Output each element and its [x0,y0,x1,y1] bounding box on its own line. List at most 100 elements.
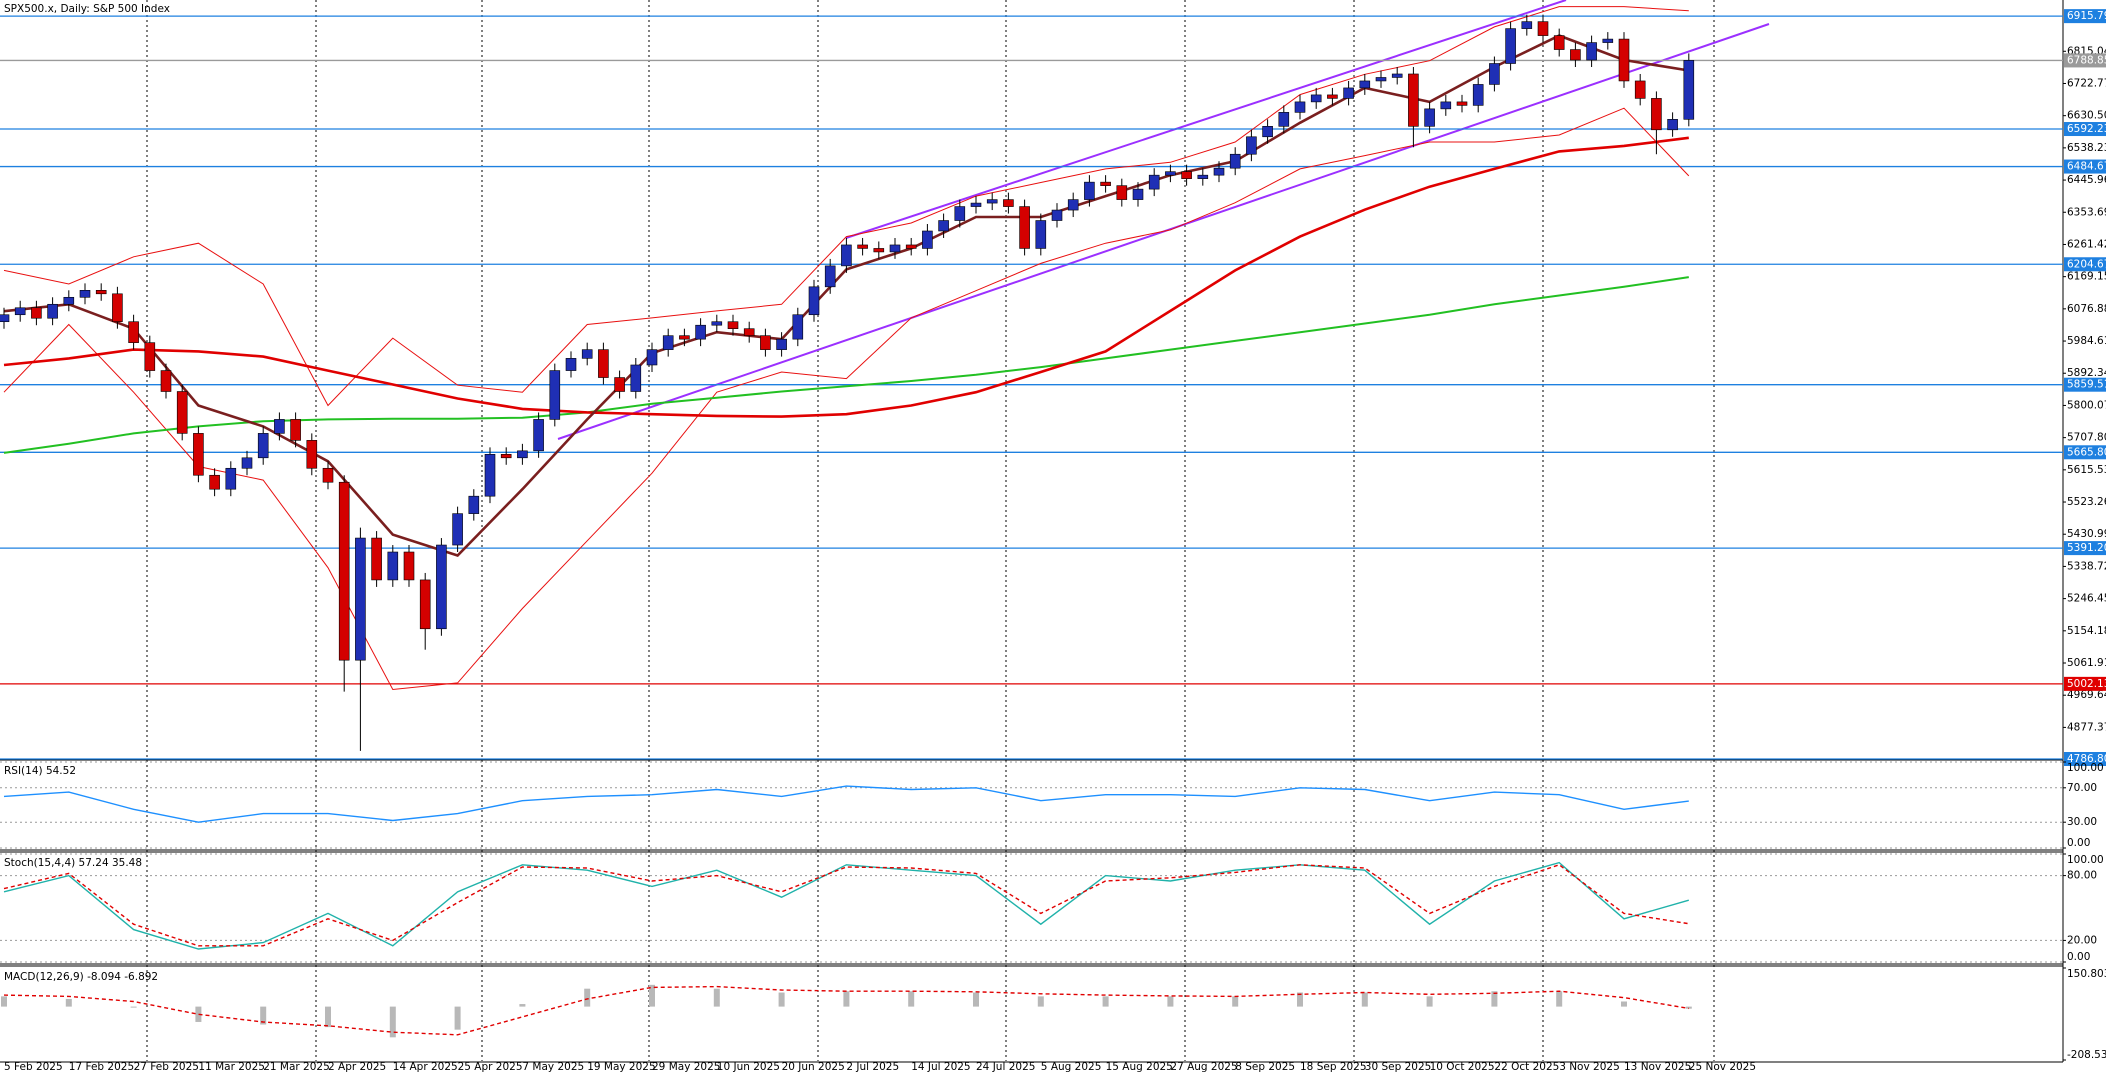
macd-bar [130,1006,137,1008]
price-level-box [2064,541,2106,556]
price-level-label: 5391.20 [2067,542,2106,554]
y-tick-label: 5892.34 [2067,367,2106,379]
candle-body [1051,209,1063,221]
macd-bar [260,1006,267,1025]
price-level-box [2064,377,2106,392]
candle-body [1165,171,1176,176]
candle-body [873,248,885,253]
x-tick-label: 7 May 2025 [522,1061,584,1073]
candle-body [922,230,933,249]
candle-body [419,579,431,630]
candle-body [1440,101,1452,110]
candle-body [355,537,366,661]
candle-body [776,338,787,350]
candle-body [1408,73,1419,127]
price-level-label: 6592.23 [2067,123,2106,135]
candle-body [1505,28,1516,64]
price-level-box [2064,445,2106,460]
x-tick-label: 24 Jul 2025 [976,1061,1035,1073]
candle-body [841,244,852,267]
candle-body [31,307,42,319]
candle-body [371,537,382,581]
candle-body [1343,87,1354,99]
candle-body [225,467,237,490]
y-tick-label: 5338.72 [2067,560,2106,572]
candle-body [711,321,723,326]
candle-body [1278,112,1290,127]
candle-body [1327,94,1338,99]
price-level-box [2064,9,2106,24]
candle-body [533,419,544,452]
candle-body [14,307,26,316]
candle-body [695,324,706,340]
x-tick-label: 5 Aug 2025 [1041,1061,1102,1073]
price-level-label: 6484.67 [2067,161,2106,173]
macd-bar [1361,992,1368,1007]
candle-body [1618,38,1630,82]
candle-body [1084,181,1095,200]
candle-body [889,244,901,253]
candle-body [160,370,172,392]
y-tick-label: 4969.64 [2067,689,2106,701]
y-tick-label: 70.00 [2067,782,2097,794]
candle-body [322,467,334,483]
macd-bar [1556,991,1563,1007]
candle-body [1213,167,1225,176]
candle-body [954,206,966,221]
y-tick-label: 5061.91 [2067,657,2106,669]
y-tick-label: 100.00 [2067,762,2104,774]
x-tick-label: 25 Apr 2025 [458,1061,523,1073]
macd-bar [1491,991,1498,1007]
macd-bar [843,991,850,1007]
candle-body [1537,21,1549,36]
candle-body [1262,126,1273,138]
x-tick-label: 17 Feb 2025 [69,1061,134,1073]
candle-body [808,286,820,316]
y-tick-label: 5246.45 [2067,593,2106,605]
candle-body [500,454,512,459]
candle-body [1424,108,1435,127]
macd-bar [1685,1006,1692,1009]
panel-title: Stoch(15,4,4) 57.24 35.48 [4,857,142,869]
candle-body [484,454,496,497]
candle-body [1132,188,1144,200]
x-tick-label: 25 Nov 2025 [1689,1061,1756,1073]
macd-bar [1297,992,1303,1007]
candle-body [1246,136,1257,155]
macd-bar [778,992,785,1007]
indicator-line [3,864,1689,947]
price-level-box [2064,122,2106,137]
price-level-label: 6915.79 [2067,10,2106,22]
indicator-line [3,136,1689,418]
candle-body [1375,77,1387,82]
y-tick-label: 6538.23 [2067,142,2106,154]
candle-body [760,335,771,350]
x-tick-label: 2 Jul 2025 [846,1061,899,1073]
candle-body [1100,181,1111,186]
candle-body [1602,38,1614,43]
candle-body [274,419,285,434]
macd-bar [389,1006,396,1038]
candle-body [112,293,123,323]
macd-bar [1167,996,1174,1007]
candle-body [1116,185,1128,200]
x-tick-label: 27 Feb 2025 [134,1061,199,1073]
price-level-label: 6204.67 [2067,258,2106,270]
y-tick-label: 5707.80 [2067,432,2106,444]
x-tick-label: 15 Aug 2025 [1106,1061,1173,1073]
macd-bar [454,1006,461,1030]
y-tick-label: 6169.15 [2067,271,2106,283]
panel-title: RSI(14) 54.52 [4,765,76,777]
candle-body [743,328,755,336]
candle-body [824,265,836,288]
x-tick-label: 29 May 2025 [652,1061,720,1073]
indicator-line [3,785,1689,823]
x-tick-label: 14 Jul 2025 [911,1061,970,1073]
candle-body [970,202,982,207]
macd-bar [1621,1001,1627,1007]
candle-body [95,290,107,295]
candle-body [1553,35,1565,50]
